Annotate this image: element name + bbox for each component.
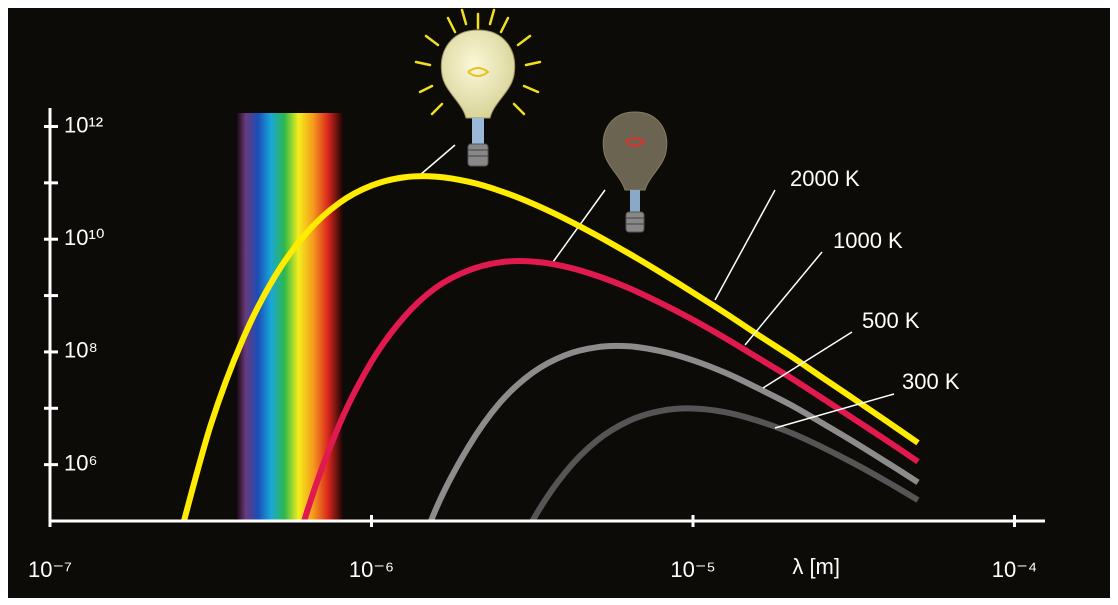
series-label: 500 K xyxy=(862,308,920,333)
curves xyxy=(180,173,920,521)
series-line xyxy=(427,342,920,521)
series-label: 300 K xyxy=(902,369,960,394)
bright-bulb-icon xyxy=(414,8,542,116)
background xyxy=(8,8,1110,598)
series-line xyxy=(180,173,920,521)
bright-bulb xyxy=(440,29,516,167)
dim-bulb xyxy=(602,111,668,233)
series-line xyxy=(529,405,920,521)
x-tick-label: 10⁻⁶ xyxy=(349,557,394,582)
x-axis-label: λ [m] xyxy=(792,554,840,579)
leader-line xyxy=(714,189,776,301)
series-label: 1000 K xyxy=(833,228,903,253)
leader-line xyxy=(419,144,456,176)
x-tick-label: 10⁻⁷ xyxy=(28,557,72,582)
y-tick-label: 10¹² xyxy=(64,112,103,137)
series-label: 2000 K xyxy=(790,166,860,191)
x-tick-label: 10⁻⁵ xyxy=(670,557,715,582)
series-line xyxy=(301,258,920,521)
x-tick-label: 10⁻⁴ xyxy=(992,557,1038,582)
y-tick-label: 10⁶ xyxy=(64,450,98,475)
y-tick-label: 10¹⁰ xyxy=(64,225,105,250)
leader-line xyxy=(744,251,823,346)
leader-line xyxy=(762,331,853,389)
y-tick-label: 10⁸ xyxy=(64,338,98,363)
leader-line xyxy=(774,393,895,429)
